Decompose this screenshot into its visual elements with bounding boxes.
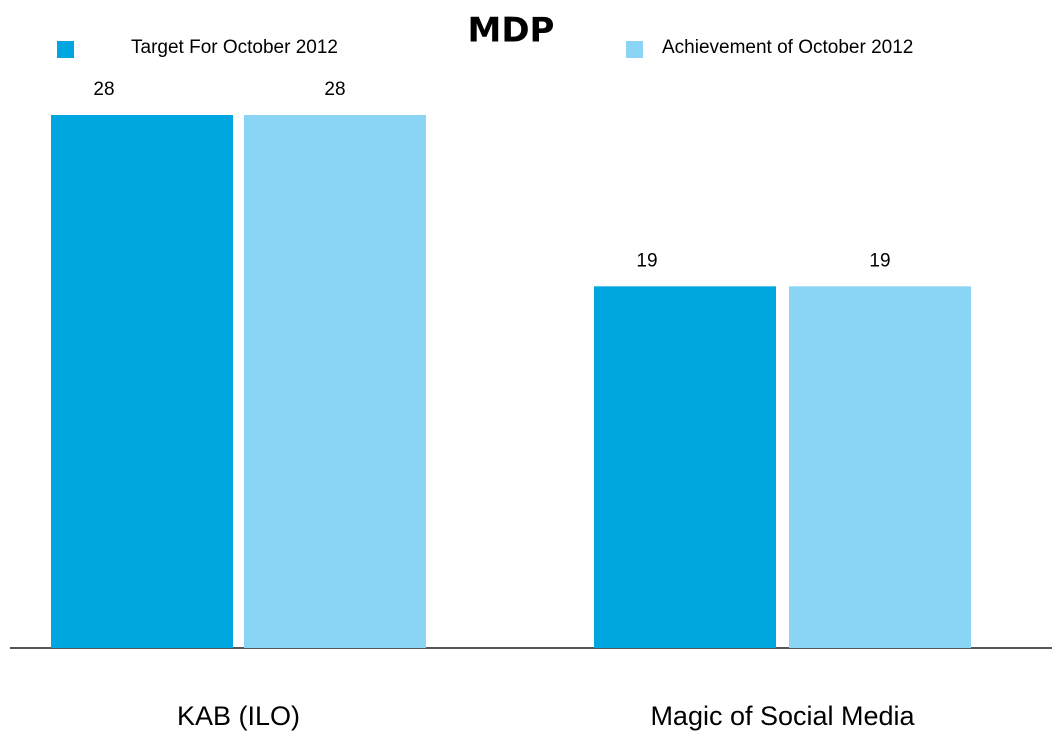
value-label: 19 — [869, 250, 890, 271]
bar — [51, 115, 233, 648]
value-label: 28 — [93, 79, 114, 100]
value-label: 19 — [636, 250, 657, 271]
legend-swatch — [57, 41, 74, 58]
value-label: 28 — [324, 79, 345, 100]
bar — [789, 286, 971, 648]
bar — [594, 286, 776, 648]
x-tick-label: KAB (ILO) — [177, 701, 300, 731]
chart-title: MDP — [468, 11, 555, 51]
legend-swatch — [626, 41, 643, 58]
legend-label: Target For October 2012 — [131, 37, 338, 58]
x-tick-label: Magic of Social Media — [650, 701, 915, 731]
legend-label: Achievement of October 2012 — [662, 37, 913, 58]
bar — [244, 115, 426, 648]
